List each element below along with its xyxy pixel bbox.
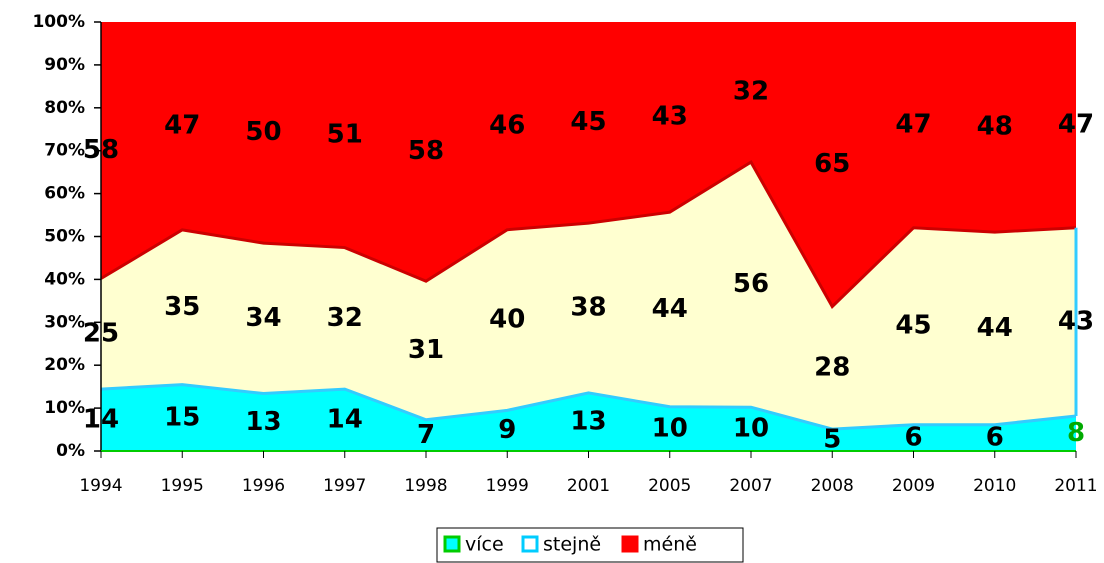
y-tick-label: 0% bbox=[56, 441, 85, 461]
legend-box bbox=[436, 527, 744, 563]
data-label: 44 bbox=[652, 294, 688, 324]
data-label: 10 bbox=[652, 413, 688, 443]
x-tick-label: 1995 bbox=[161, 476, 204, 496]
data-label: 6 bbox=[904, 422, 922, 452]
data-label: 25 bbox=[83, 318, 119, 348]
data-label: 14 bbox=[327, 405, 363, 435]
x-tick-label: 2010 bbox=[973, 476, 1016, 496]
x-tick-label: 2011 bbox=[1054, 476, 1097, 496]
data-label: 38 bbox=[570, 293, 606, 323]
x-tick-label: 2009 bbox=[892, 476, 935, 496]
y-tick-label: 80% bbox=[44, 98, 85, 118]
y-tick-label: 30% bbox=[44, 312, 85, 332]
data-label: 5 bbox=[823, 425, 841, 455]
area-edge bbox=[100, 159, 1077, 309]
legend-label: více bbox=[465, 534, 504, 556]
data-label: 6 bbox=[986, 422, 1004, 452]
data-label: 47 bbox=[895, 109, 931, 139]
data-label: 45 bbox=[895, 311, 931, 341]
data-label: 32 bbox=[327, 303, 363, 333]
legend-swatch bbox=[443, 535, 461, 553]
data-label: 51 bbox=[327, 119, 363, 149]
legend-label: stejně bbox=[543, 534, 601, 556]
data-label: 58 bbox=[408, 136, 444, 166]
y-tick-label: 60% bbox=[44, 184, 85, 204]
y-tick-label: 40% bbox=[44, 269, 85, 289]
data-label: 43 bbox=[652, 102, 688, 132]
x-tick-label: 1998 bbox=[404, 476, 447, 496]
x-tick-label: 1996 bbox=[242, 476, 285, 496]
data-label: 10 bbox=[733, 414, 769, 444]
data-label: 13 bbox=[570, 406, 606, 436]
y-tick-label: 90% bbox=[44, 55, 85, 75]
data-label: 65 bbox=[814, 149, 850, 179]
data-label: 28 bbox=[814, 352, 850, 382]
y-tick-label: 50% bbox=[44, 227, 85, 247]
legend-swatch bbox=[521, 535, 539, 553]
data-label: 47 bbox=[164, 110, 200, 140]
x-tick-label: 1997 bbox=[323, 476, 366, 496]
y-tick-label: 10% bbox=[44, 398, 85, 418]
data-label: 31 bbox=[408, 335, 444, 365]
x-tick-label: 2007 bbox=[729, 476, 772, 496]
data-label: 35 bbox=[164, 292, 200, 322]
data-label: 32 bbox=[733, 77, 769, 107]
y-tick-label: 100% bbox=[32, 12, 85, 32]
area-edge bbox=[100, 383, 1077, 431]
data-label: 13 bbox=[245, 407, 281, 437]
data-label: 56 bbox=[733, 269, 769, 299]
area bbox=[101, 384, 1076, 451]
data-label: 9 bbox=[498, 415, 516, 445]
legend-swatch bbox=[621, 535, 639, 553]
legend-label: méně bbox=[643, 534, 697, 556]
data-label: 14 bbox=[83, 405, 119, 435]
data-label: 47 bbox=[1058, 109, 1094, 139]
y-tick-label: 20% bbox=[44, 355, 85, 375]
data-label: 7 bbox=[417, 420, 435, 450]
data-label: 44 bbox=[977, 313, 1013, 343]
area bbox=[101, 22, 1076, 307]
x-tick-label: 2005 bbox=[648, 476, 691, 496]
data-label: 8 bbox=[1067, 418, 1085, 448]
data-label: 45 bbox=[570, 107, 606, 137]
data-label: 34 bbox=[245, 303, 281, 333]
data-label: 40 bbox=[489, 305, 525, 335]
data-label: 15 bbox=[164, 402, 200, 432]
x-tick-label: 2008 bbox=[811, 476, 854, 496]
data-label: 50 bbox=[245, 117, 281, 147]
data-label: 48 bbox=[977, 112, 1013, 142]
x-tick-label: 2001 bbox=[567, 476, 610, 496]
area bbox=[101, 162, 1076, 430]
x-tick-label: 1999 bbox=[486, 476, 529, 496]
data-label: 43 bbox=[1058, 306, 1094, 336]
data-label: 58 bbox=[83, 135, 119, 165]
data-label: 46 bbox=[489, 110, 525, 140]
y-tick-label: 70% bbox=[44, 141, 85, 161]
x-tick-label: 1994 bbox=[79, 476, 122, 496]
